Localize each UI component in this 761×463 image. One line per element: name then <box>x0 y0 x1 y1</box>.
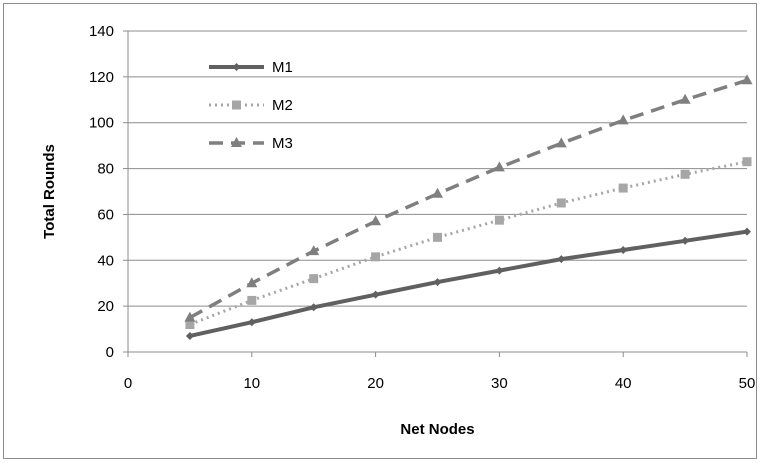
data-point-M1 <box>619 245 628 254</box>
series-M1 <box>185 227 751 340</box>
chart-frame: 0 20 40 60 80 100 120 140 0 10 20 30 40 50 M1 M2 M3 Net… <box>3 3 757 459</box>
data-point-M1 <box>743 227 751 236</box>
data-point-M1 <box>681 236 690 245</box>
data-point-M2 <box>247 295 257 305</box>
y-tick-label: 60 <box>97 206 114 223</box>
x-tick-label: 20 <box>367 375 384 392</box>
y-tick-label: 40 <box>97 252 114 269</box>
data-point-M1 <box>309 303 318 312</box>
data-point-M2 <box>309 274 319 284</box>
data-point-M3 <box>741 74 753 85</box>
legend-marker-M3 <box>231 137 242 147</box>
data-point-M1 <box>557 255 566 264</box>
data-point-M3 <box>184 311 196 322</box>
axes <box>123 30 748 357</box>
data-point-M1 <box>495 266 504 275</box>
y-tick-label: 120 <box>89 69 114 86</box>
legend-marker-M1 <box>232 63 241 71</box>
y-tick-label: 0 <box>106 344 114 361</box>
y-tick-label: 20 <box>97 298 114 315</box>
data-point-M3 <box>679 93 691 104</box>
data-point-M3 <box>617 114 629 125</box>
data-point-M1 <box>371 290 380 299</box>
data-point-M3 <box>555 137 567 148</box>
series-M2 <box>185 157 752 329</box>
legend-label-M3: M3 <box>272 135 293 152</box>
line-chart: 0 20 40 60 80 100 120 140 0 10 20 30 40 50 M1 M2 M3 Net… <box>41 23 755 438</box>
y-tick-label: 80 <box>97 161 114 178</box>
y-tick-label: 100 <box>89 115 114 132</box>
y-tick-label: 140 <box>89 23 114 40</box>
data-point-M3 <box>493 161 505 172</box>
data-point-M2 <box>185 319 195 329</box>
legend-marker-M2 <box>232 100 241 110</box>
data-point-M2 <box>433 232 442 242</box>
x-tick-label: 0 <box>124 375 132 392</box>
data-point-M3 <box>246 277 258 288</box>
series-layer <box>184 74 753 340</box>
series-M3 <box>184 74 753 322</box>
x-tick-label: 30 <box>491 375 508 392</box>
data-point-M2 <box>556 198 566 208</box>
legend: M1 M2 M3 <box>209 59 293 152</box>
legend-label-M2: M2 <box>272 97 293 114</box>
series-line-M3 <box>189 78 748 320</box>
legend-label-M1: M1 <box>272 59 293 76</box>
data-point-M2 <box>742 157 752 167</box>
data-point-M2 <box>618 183 628 193</box>
series-line-M2 <box>189 160 748 326</box>
data-point-M1 <box>247 318 256 327</box>
y-axis-title: Total Rounds <box>41 144 58 239</box>
data-point-M2 <box>494 215 504 225</box>
data-point-M3 <box>370 215 382 226</box>
data-point-M2 <box>371 252 381 262</box>
x-axis-title: Net Nodes <box>400 421 474 438</box>
data-point-M1 <box>185 331 194 340</box>
x-tick-label: 10 <box>243 375 260 392</box>
data-point-M3 <box>308 245 320 256</box>
data-point-M3 <box>432 187 443 198</box>
x-tick-label: 40 <box>615 375 632 392</box>
series-line-M1 <box>189 229 748 338</box>
gridlines <box>128 30 747 307</box>
data-point-M1 <box>433 278 442 287</box>
data-point-M2 <box>680 169 690 179</box>
tick-labels: 0 20 40 60 80 100 120 140 0 10 20 30 40 50 <box>89 23 755 392</box>
x-tick-label: 50 <box>739 375 756 392</box>
